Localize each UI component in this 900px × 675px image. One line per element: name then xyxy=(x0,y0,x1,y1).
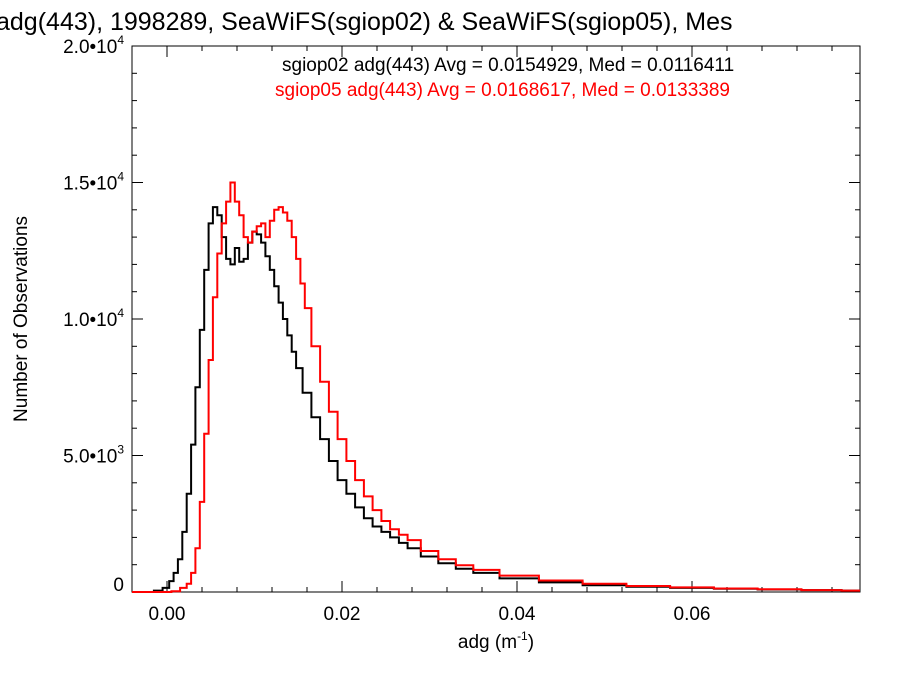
x-tick-label: 0.06 xyxy=(674,604,711,625)
legend-entry-sgiop02: sgiop02 adg(443) Avg = 0.0154929, Med = … xyxy=(282,55,734,76)
y-axis: 0 5.0•103 1.0•104 1.5•104 2.0•104 xyxy=(63,33,860,596)
legend-entry-sgiop05: sgiop05 adg(443) Avg = 0.0168617, Med = … xyxy=(275,80,730,101)
y-tick-label: 2.0•104 xyxy=(63,33,124,58)
x-tick-label: 0.00 xyxy=(149,604,186,625)
y-axis-label: Number of Observations xyxy=(11,216,32,422)
series-line-sgiop02 xyxy=(132,206,860,593)
x-tick-label: 0.04 xyxy=(499,604,536,625)
plot-lines xyxy=(132,181,860,593)
x-tick-label: 0.02 xyxy=(324,604,361,625)
y-tick-label: 5.0•103 xyxy=(63,443,124,468)
y-tick-label: 1.0•104 xyxy=(63,306,124,331)
x-axis-label: adg (m-1) xyxy=(458,629,534,653)
series-line-sgiop05 xyxy=(132,181,860,593)
plot-frame xyxy=(131,45,861,593)
chart-title: adg(443), 1998289, SeaWiFS(sgiop02) & Se… xyxy=(0,8,732,36)
y-tick-label: 0 xyxy=(113,575,124,596)
x-axis: 0.00 0.02 0.04 0.06 xyxy=(149,46,833,625)
y-tick-label: 1.5•104 xyxy=(63,170,124,195)
